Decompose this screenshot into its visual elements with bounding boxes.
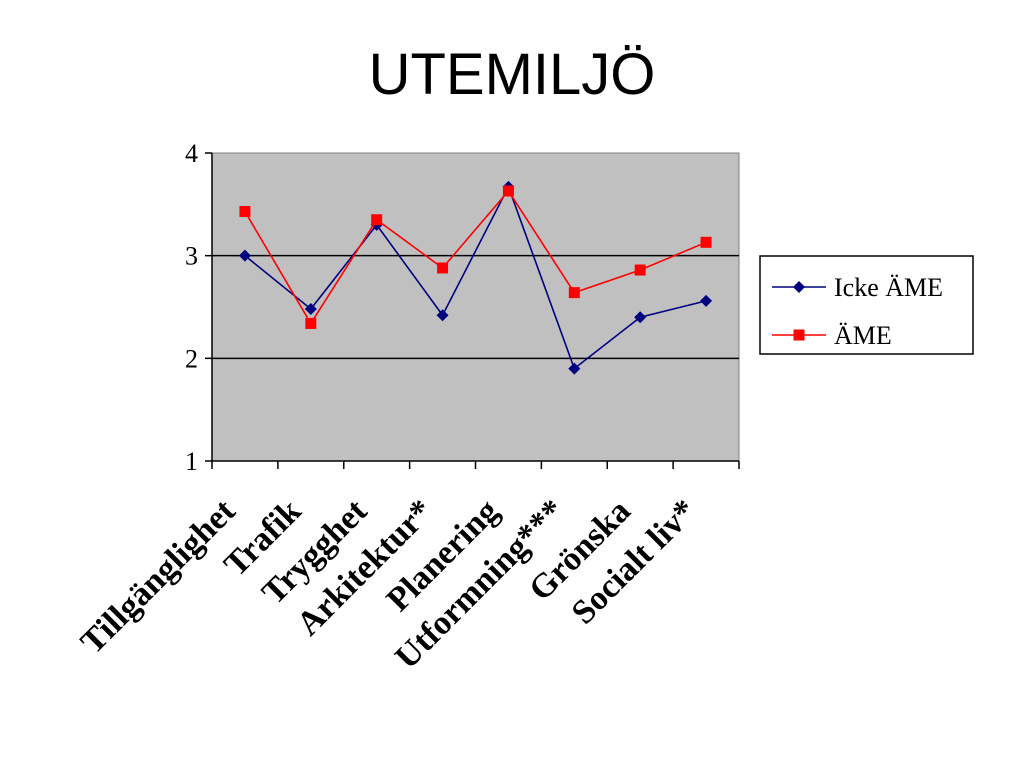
data-point — [371, 214, 383, 226]
data-point — [568, 287, 580, 299]
legend-label: Icke ÄME — [834, 273, 943, 302]
data-point — [634, 311, 647, 324]
data-point — [793, 329, 805, 341]
data-point — [793, 281, 805, 293]
data-point — [239, 206, 251, 218]
data-point — [304, 303, 317, 316]
data-point — [502, 185, 514, 197]
data-point — [700, 236, 712, 248]
y-tick-label: 2 — [185, 344, 198, 373]
data-point — [568, 362, 581, 375]
data-point — [437, 262, 449, 274]
y-tick-label: 4 — [185, 139, 198, 168]
y-tick-labels: 1 2 3 4 — [185, 139, 198, 476]
category-label: Tillgänglighet — [74, 492, 243, 661]
data-point — [305, 317, 317, 329]
data-point — [436, 309, 449, 322]
series-line — [244, 189, 707, 325]
data-point — [700, 294, 713, 307]
category-labels: TillgänglighetTrafikTrygghetArkitektur*P… — [74, 492, 704, 676]
legend-entry: Icke ÄME — [772, 273, 943, 302]
legend-entry: ÄME — [772, 321, 892, 350]
plot-area — [211, 152, 740, 462]
legend: Icke ÄME ÄME — [759, 255, 974, 355]
slide-title: UTEMILJÖ — [368, 42, 656, 107]
series-line — [244, 184, 707, 370]
gridlines — [212, 254, 739, 360]
axes — [205, 152, 740, 469]
y-tick-label: 1 — [185, 447, 198, 476]
data-point — [634, 264, 646, 276]
y-tick-label: 3 — [185, 242, 198, 271]
legend-label: ÄME — [834, 321, 892, 350]
data-point — [238, 249, 251, 262]
series-group — [238, 180, 713, 375]
series — [239, 185, 712, 329]
